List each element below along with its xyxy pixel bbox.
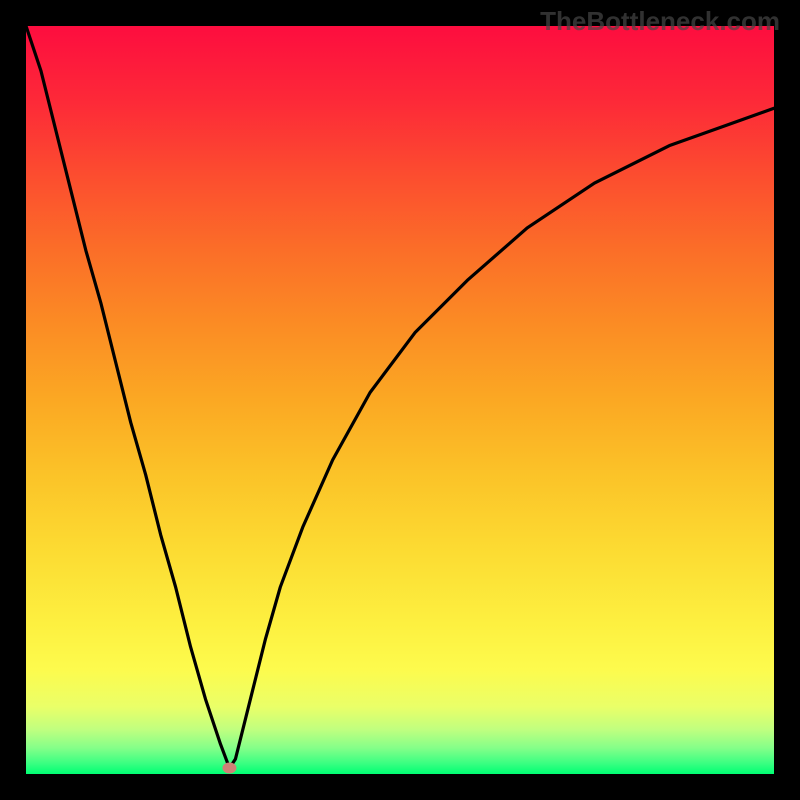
- plot-area: [26, 26, 774, 774]
- bottleneck-chart: [0, 0, 800, 800]
- chart-stage: TheBottleneck.com: [0, 0, 800, 800]
- vertex-marker: [222, 763, 236, 774]
